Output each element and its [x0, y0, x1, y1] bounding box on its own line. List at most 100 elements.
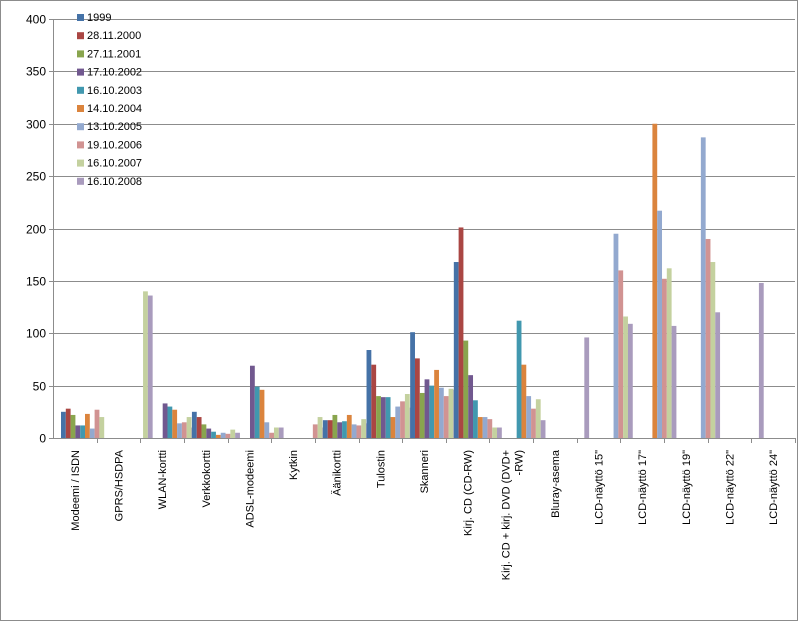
gridlines	[53, 19, 795, 387]
bar	[627, 323, 633, 438]
bar	[211, 431, 216, 438]
x-tick-label: Verkkokortti	[201, 450, 213, 507]
x-tick-label: LCD-näyttö 19"	[681, 450, 693, 525]
bar	[167, 406, 173, 438]
legend-swatch	[77, 14, 84, 21]
bar	[99, 417, 105, 438]
x-tick-label: Skanneri	[419, 450, 431, 493]
legend-label: 16.10.2008	[87, 176, 142, 188]
legend-swatch	[77, 177, 84, 185]
x-tick-label: Kirj. CD (CD-RW)	[463, 450, 475, 536]
legend-swatch	[77, 123, 84, 131]
bar	[356, 425, 362, 438]
bar	[366, 350, 372, 438]
bar	[75, 425, 81, 438]
y-tick-label: 100	[26, 327, 46, 341]
legend-swatch	[77, 32, 84, 40]
bar	[526, 396, 532, 438]
legend-label: 17.10.2002	[87, 67, 142, 79]
bar	[662, 278, 667, 438]
bar	[463, 340, 469, 438]
bar	[613, 233, 619, 438]
bar	[337, 422, 343, 438]
y-tick-label: 350	[26, 65, 46, 79]
legend-label: 28.11.2000	[87, 30, 141, 42]
bar	[705, 238, 711, 438]
bar	[671, 325, 677, 438]
bar	[264, 422, 270, 438]
bar	[220, 432, 226, 438]
bar	[278, 427, 284, 438]
y-tick-label: 200	[26, 223, 46, 237]
legend-swatch	[77, 141, 84, 149]
x-tick-label: ADSL-modeemi	[244, 450, 256, 528]
x-tick-label: LCD-näyttö 17"	[637, 450, 649, 525]
x-tick-label: Bluray-asema	[550, 449, 562, 518]
legend-label: 16.10.2003	[87, 85, 142, 97]
y-tick-label: 250	[26, 170, 46, 184]
legend-label: 13.10.2005	[87, 121, 142, 133]
bar	[312, 424, 318, 438]
bar	[434, 369, 439, 438]
bar	[196, 417, 202, 438]
bar	[346, 414, 352, 438]
legend-swatch	[77, 105, 84, 112]
y-tick-label: 150	[26, 275, 46, 289]
bar	[758, 282, 764, 438]
bar	[235, 432, 240, 438]
x-tick-label: LCD-näyttö 24"	[768, 450, 780, 525]
bar	[80, 425, 85, 438]
bar	[177, 423, 182, 438]
bar	[521, 364, 527, 438]
bar	[535, 399, 541, 438]
bar	[715, 312, 721, 438]
bar	[410, 332, 415, 438]
bar	[259, 389, 265, 438]
bars	[61, 123, 764, 439]
bar	[225, 433, 231, 438]
x-tick-label: Tulostin	[375, 450, 387, 488]
legend-swatch	[77, 50, 84, 58]
bar	[492, 427, 498, 438]
legend-label: 14.10.2004	[87, 103, 142, 115]
bar	[371, 364, 377, 438]
bar	[404, 394, 410, 438]
y-tick-label: 300	[26, 118, 46, 132]
bar	[448, 388, 454, 438]
axes: 0 50 100 150 200 250 300 350 400 Modeemi / ISDN GP…	[26, 13, 796, 580]
bar	[497, 427, 502, 438]
y-tick-label: 50	[33, 380, 47, 394]
bar	[351, 424, 357, 438]
bar	[618, 270, 624, 438]
bar	[414, 358, 420, 438]
x-tick-label: GPRS/HSDPA	[114, 449, 126, 521]
bar	[453, 262, 459, 438]
bar	[61, 411, 66, 438]
bar	[468, 375, 474, 438]
bar	[652, 123, 658, 438]
legend-label: 27.11.2001	[87, 48, 141, 60]
bar	[327, 420, 333, 438]
bar	[181, 422, 187, 438]
bar	[400, 401, 405, 438]
bar	[191, 411, 197, 438]
bar	[361, 419, 367, 438]
bar	[85, 413, 90, 438]
x-tick-label: LCD-näyttö 15"	[594, 450, 606, 525]
bar	[147, 295, 153, 438]
bar	[390, 417, 396, 438]
x-tick-label: LCD-näyttö 22"	[725, 450, 737, 525]
y-tick-label: 0	[39, 432, 46, 446]
bar	[273, 427, 279, 438]
bar	[249, 365, 255, 438]
bar	[269, 432, 274, 438]
bar	[201, 424, 207, 438]
bar	[65, 408, 71, 438]
bar	[482, 417, 488, 438]
bar	[317, 417, 323, 438]
bar	[584, 337, 590, 438]
bar	[657, 210, 663, 438]
bar	[215, 434, 221, 438]
